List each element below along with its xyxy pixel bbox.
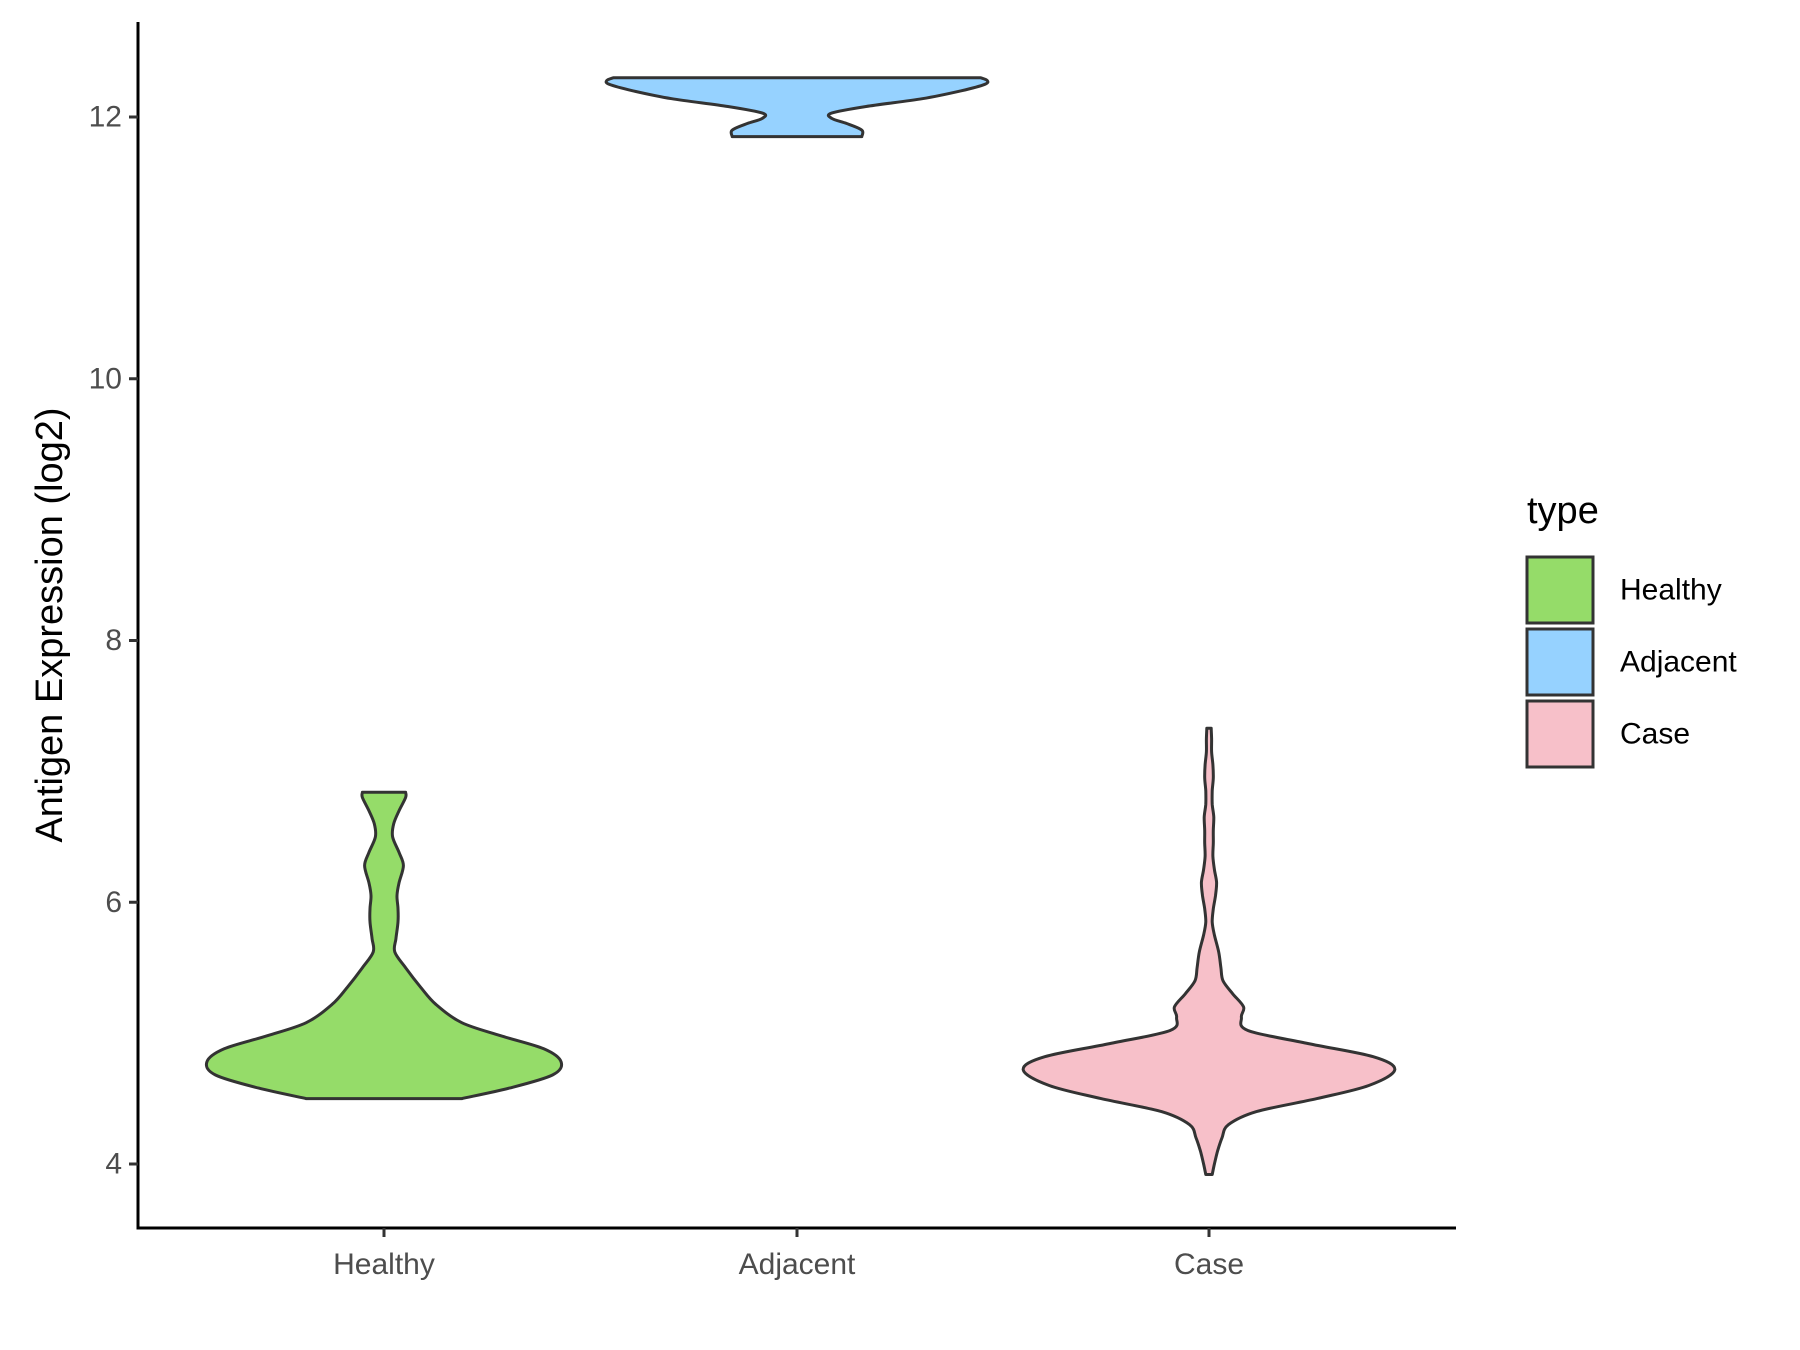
legend: type Healthy Adjacent Case: [1525, 490, 1737, 769]
x-tick-label: Case: [1174, 1248, 1244, 1281]
y-tick-label: 8: [105, 624, 122, 657]
legend-label: Healthy: [1620, 574, 1722, 607]
violin-adjacent: [604, 76, 990, 139]
y-tick-label: 4: [105, 1148, 122, 1181]
y-tick-label: 12: [89, 101, 122, 134]
legend-key-adjacent: [1525, 627, 1595, 697]
y-ticks: 4 6 8 10 12: [89, 101, 138, 1181]
legend-title: type: [1527, 490, 1599, 532]
x-tick-label: Adjacent: [739, 1248, 856, 1281]
x-ticks: Healthy Adjacent Case: [333, 1228, 1244, 1281]
x-tick-label: Healthy: [333, 1248, 435, 1281]
y-axis-title: Antigen Expression (log2): [29, 407, 71, 842]
violin-case: [1021, 726, 1397, 1176]
legend-key-healthy: [1525, 555, 1595, 625]
legend-label: Case: [1620, 718, 1690, 751]
violin-layer: [204, 76, 1397, 1176]
y-tick-label: 10: [89, 362, 122, 395]
y-tick-label: 6: [105, 886, 122, 919]
legend-key-case: [1525, 699, 1595, 769]
legend-label: Adjacent: [1620, 646, 1737, 679]
violin-healthy: [204, 790, 564, 1101]
